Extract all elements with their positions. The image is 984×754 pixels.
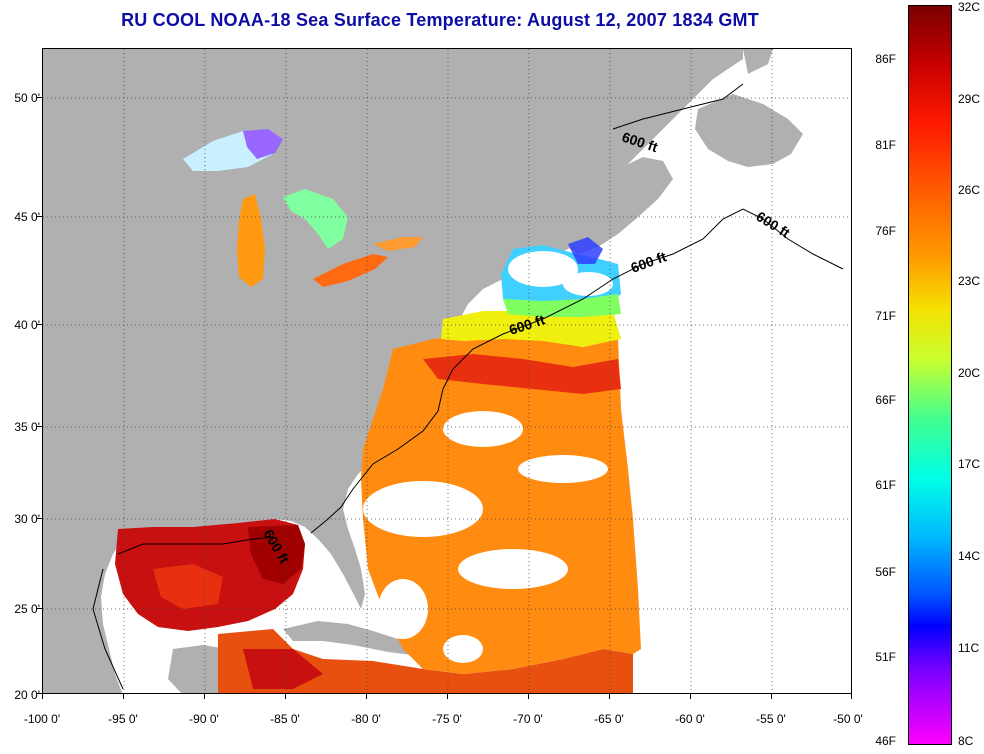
lake-superior-cold: [243, 129, 283, 159]
land-florida: [305, 511, 363, 597]
lon-label-50: -50 0': [833, 712, 863, 726]
sst-gulf-east: [248, 525, 305, 584]
sst-mid-atlantic-bight: [441, 311, 621, 347]
sst-caribbean-hot: [243, 649, 323, 689]
sst-gulf-stream: [423, 354, 621, 394]
lon-label-55: -55 0': [756, 712, 786, 726]
land-mexico: [43, 549, 120, 693]
lon-label-80: -80 0': [351, 712, 381, 726]
lake-ontario: [373, 237, 423, 251]
colorbar-f-46: 46F: [875, 734, 896, 748]
lon-label-85: -85 0': [270, 712, 300, 726]
colorbar-c-14: 14C: [958, 549, 981, 563]
colorbar-c-20: 20C: [958, 366, 981, 380]
lat-label-40: 40 0': [14, 318, 40, 332]
colorbar-f-81: 81F: [875, 138, 896, 152]
lon-label-100: -100 0': [23, 712, 61, 726]
land-newfoundland: [695, 94, 803, 167]
lon-label-90: -90 0': [189, 712, 219, 726]
lon-label-60: -60 0': [675, 712, 705, 726]
lat-label-50: 50 0': [14, 91, 40, 105]
temperature-colorbar: [908, 5, 952, 745]
colorbar-c-32: 32C: [958, 0, 981, 14]
cloud-cover: [363, 251, 613, 663]
colorbar-f-86: 86F: [875, 52, 896, 66]
lon-label-70: -70 0': [513, 712, 543, 726]
lat-label-25: 25 0': [14, 602, 40, 616]
sst-map: 600 ft 600 ft 600 ft 600 ft 600 ft: [42, 48, 852, 694]
colorbar-c-17: 17C: [958, 457, 981, 471]
lat-label-45: 45 0': [14, 210, 40, 224]
colorbar-c-23: 23C: [958, 274, 981, 288]
sst-atlantic: [361, 334, 641, 674]
colorbar-f-56: 56F: [875, 565, 896, 579]
lat-label-20: 20 0': [14, 688, 40, 702]
colorbar-f-66: 66F: [875, 393, 896, 407]
colorbar-c-26: 26C: [958, 183, 981, 197]
sst-transition: [503, 294, 621, 317]
lat-label-35: 35 0': [14, 420, 40, 434]
lake-erie: [313, 254, 388, 287]
isobath-600ft: [92, 83, 844, 690]
colorbar-f-76: 76F: [875, 224, 896, 238]
sst-gulf-west: [153, 564, 223, 609]
colorbar-c-29: 29C: [958, 92, 981, 106]
isobath-label-grand-banks: 600 ft: [753, 208, 793, 241]
land-cuba: [283, 621, 418, 655]
lon-label-95: -95 0': [108, 712, 138, 726]
land-maritimes: [553, 157, 673, 254]
colorbar-f-71: 71F: [875, 309, 896, 323]
isobath-label-georges-bank: 600 ft: [629, 248, 669, 276]
land-labrador: [743, 49, 773, 74]
sst-scotian-shelf-cold: [568, 237, 603, 264]
lake-huron: [283, 189, 348, 249]
colorbar-c-8: 8C: [958, 734, 974, 748]
colorbar-f-51: 51F: [875, 650, 896, 664]
lat-label-30: 30 0': [14, 512, 40, 526]
map-title: RU COOL NOAA-18 Sea Surface Temperature:…: [121, 10, 759, 30]
lon-label-75: -75 0': [432, 712, 462, 726]
colorbar-f-61: 61F: [875, 478, 896, 492]
map-canvas: 600 ft 600 ft 600 ft 600 ft 600 ft: [43, 49, 851, 693]
lon-label-65: -65 0': [594, 712, 624, 726]
colorbar-c-11: 11C: [958, 641, 980, 655]
gridlines: [43, 49, 851, 693]
